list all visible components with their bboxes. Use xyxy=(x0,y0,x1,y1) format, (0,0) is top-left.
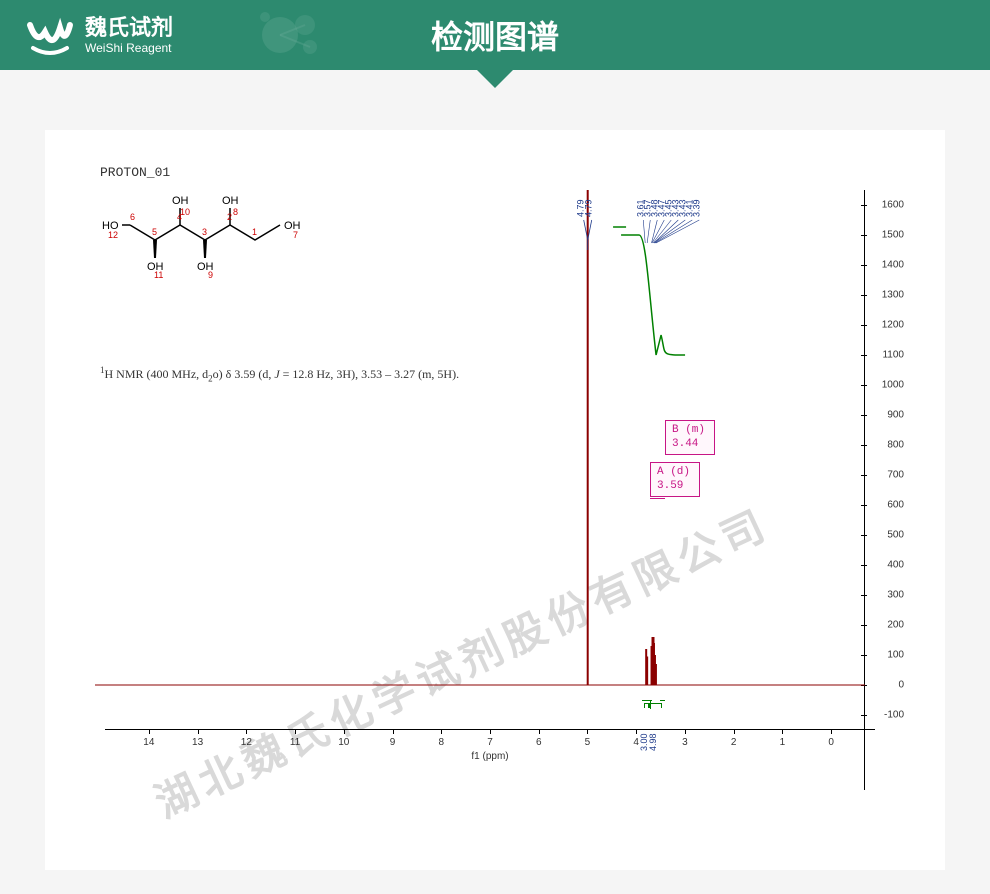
y-tick-label: 600 xyxy=(887,500,904,511)
x-axis-title: f1 (ppm) xyxy=(471,751,508,762)
y-tick-label: 300 xyxy=(887,590,904,601)
x-tick-label: 6 xyxy=(536,737,542,748)
x-tick xyxy=(246,730,247,734)
y-tick-label: 0 xyxy=(898,680,904,691)
y-tick-label: 200 xyxy=(887,620,904,631)
content-panel: PROTON_01 HO OH OH OH OH OH 1 2 xyxy=(45,130,945,870)
y-tick-label: 1400 xyxy=(882,260,904,271)
logo-text: 魏氏试剂 WeiShi Reagent xyxy=(85,15,173,56)
y-tick-label: 1600 xyxy=(882,200,904,211)
y-tick-label: -100 xyxy=(884,710,904,721)
x-tick-label: 12 xyxy=(241,737,252,748)
logo-icon xyxy=(25,10,75,60)
nmr-chart: -100010020030040050060070080090010001100… xyxy=(85,160,915,850)
y-tick-label: 1000 xyxy=(882,380,904,391)
x-tick-label: 2 xyxy=(731,737,737,748)
x-tick-label: 5 xyxy=(585,737,591,748)
spectrum-svg: 4.794.793.613.573.483.473.453.433.433.41… xyxy=(95,190,865,790)
y-tick-label: 500 xyxy=(887,530,904,541)
x-tick xyxy=(344,730,345,734)
x-tick xyxy=(685,730,686,734)
x-tick xyxy=(734,730,735,734)
y-tick-label: 1500 xyxy=(882,230,904,241)
triangle-pointer-icon xyxy=(477,70,513,88)
x-tick xyxy=(539,730,540,734)
x-tick-label: 9 xyxy=(390,737,396,748)
y-tick-label: 900 xyxy=(887,410,904,421)
header-decoration-icon xyxy=(250,5,350,65)
y-tick-label: 100 xyxy=(887,650,904,661)
logo-text-cn: 魏氏试剂 xyxy=(85,15,173,41)
x-tick-label: 11 xyxy=(290,737,300,748)
x-tick xyxy=(295,730,296,734)
x-tick xyxy=(393,730,394,734)
logo-text-en: WeiShi Reagent xyxy=(85,41,173,55)
annotation-b-value: 3.44 xyxy=(672,438,698,450)
annotation-line-a xyxy=(650,498,665,499)
x-tick xyxy=(782,730,783,734)
y-tick-label: 700 xyxy=(887,470,904,481)
header-title: 检测图谱 xyxy=(431,12,559,58)
x-tick xyxy=(831,730,832,734)
x-tick-label: 8 xyxy=(438,737,444,748)
annotation-b-label: B (m) xyxy=(672,424,705,436)
y-tick-label: 800 xyxy=(887,440,904,451)
x-tick-label: 0 xyxy=(828,737,834,748)
x-tick xyxy=(441,730,442,734)
y-tick-label: 400 xyxy=(887,560,904,571)
logo-section: 魏氏试剂 WeiShi Reagent xyxy=(0,10,173,60)
integral-divider xyxy=(650,701,651,709)
header-bar: 魏氏试剂 WeiShi Reagent 检测图谱 xyxy=(0,0,990,70)
plot-area: -100010020030040050060070080090010001100… xyxy=(95,190,865,790)
x-tick xyxy=(490,730,491,734)
integral-value-b: 4.98 xyxy=(648,733,658,751)
annotation-box-a: A (d) 3.59 xyxy=(650,462,700,497)
x-tick xyxy=(636,730,637,734)
svg-text:4.79: 4.79 xyxy=(584,199,594,217)
y-tick-label: 1300 xyxy=(882,290,904,301)
x-tick-label: 3 xyxy=(682,737,688,748)
x-axis: f1 (ppm) 14131211109876543210 xyxy=(105,729,875,730)
integral-tick xyxy=(660,700,665,701)
integral-bracket-b xyxy=(649,703,662,707)
x-tick-label: 14 xyxy=(143,737,154,748)
y-tick-label: 1200 xyxy=(882,320,904,331)
x-tick-label: 13 xyxy=(192,737,203,748)
x-tick-label: 1 xyxy=(780,737,786,748)
x-tick xyxy=(149,730,150,734)
integral-bracket-a xyxy=(644,703,649,707)
x-tick xyxy=(198,730,199,734)
y-tick-label: 1100 xyxy=(882,350,904,361)
svg-text:3.39: 3.39 xyxy=(691,199,701,217)
annotation-box-b: B (m) 3.44 xyxy=(665,420,715,455)
x-tick-label: 7 xyxy=(487,737,493,748)
x-tick xyxy=(587,730,588,734)
annotation-a-value: 3.59 xyxy=(657,480,683,492)
annotation-a-label: A (d) xyxy=(657,466,690,478)
x-tick-label: 10 xyxy=(338,737,349,748)
